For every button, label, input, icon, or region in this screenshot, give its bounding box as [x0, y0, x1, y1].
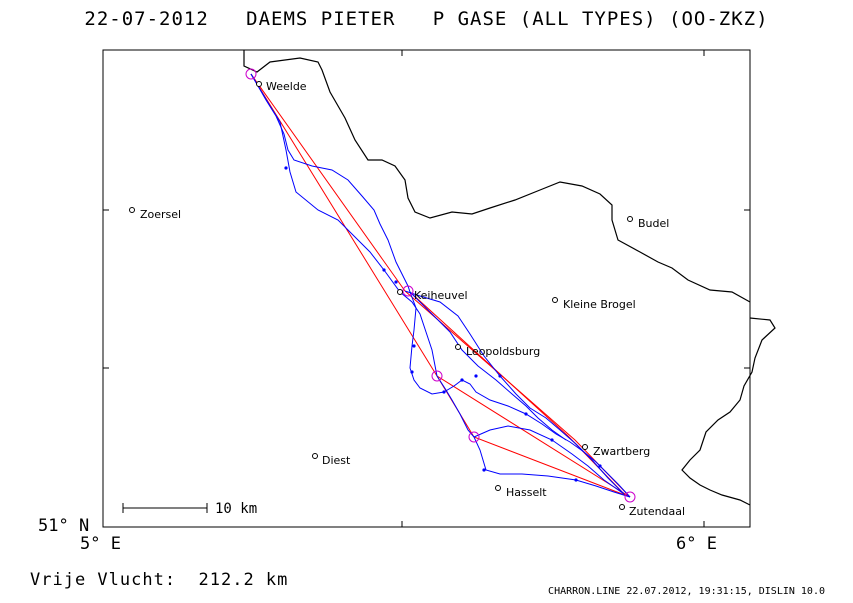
city-label-kleine-brogel: Kleine Brogel: [563, 298, 636, 311]
frame-ticks: [103, 50, 750, 527]
city-label-zwartberg: Zwartberg: [593, 445, 650, 458]
city-label-weelde: Weelde: [266, 80, 307, 93]
city-label-leopoldsburg: Leopoldsburg: [466, 345, 540, 358]
map-frame: [102, 49, 751, 528]
city-label-budel: Budel: [638, 217, 669, 230]
lon-right-label: 6° E: [676, 534, 717, 554]
track-markers: [284, 166, 602, 482]
city-label-keiheuvel: Keiheuvel: [414, 289, 468, 302]
city-label-diest: Diest: [322, 454, 351, 467]
city-label-zoersel: Zoersel: [140, 208, 181, 221]
distance-readout: Vrije Vlucht: 212.2 km: [30, 570, 289, 590]
turnpoints: [245, 68, 636, 503]
map-title: 22-07-2012 DAEMS PIETER P GASE (ALL TYPE…: [84, 8, 769, 30]
city-label-zutendaal: Zutendaal: [629, 505, 685, 518]
turnpoint-keiheuvel: [402, 285, 414, 297]
country-border: [243, 50, 751, 303]
lon-left-label: 5° E: [80, 534, 121, 554]
scale-bar: [122, 503, 208, 513]
turnpoint-start: [245, 68, 257, 80]
credit-line: CHARRON.LINE 22.07.2012, 19:31:15, DISLI…: [548, 586, 825, 597]
turnpoint-hasselt: [468, 431, 480, 443]
lat-label: 51° N: [38, 516, 89, 536]
task-lines: [250, 73, 631, 498]
gps-track: [250, 73, 631, 498]
scale-bar-label: 10 km: [215, 501, 257, 517]
turnpoint-zutendaal: [624, 491, 636, 503]
city-markers: [129, 81, 633, 510]
city-label-hasselt: Hasselt: [506, 486, 547, 499]
country-border-east: [681, 317, 776, 506]
turnpoint-leopoldsburg: [431, 370, 443, 382]
